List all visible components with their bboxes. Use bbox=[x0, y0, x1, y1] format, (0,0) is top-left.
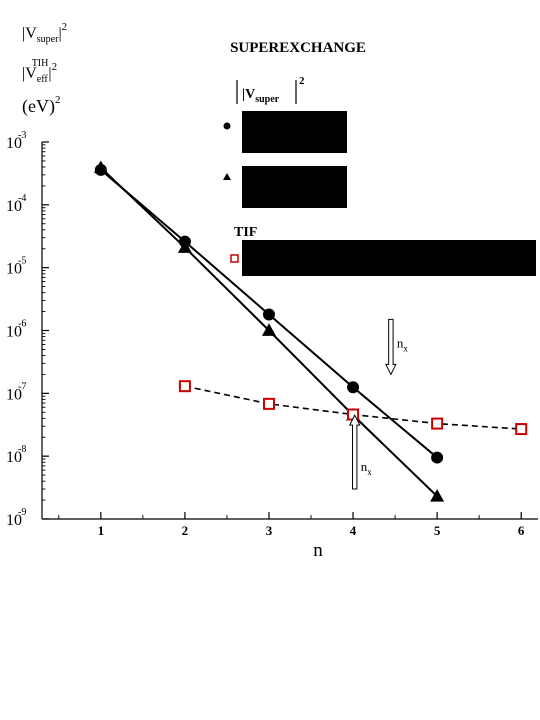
square-data-point bbox=[431, 417, 444, 430]
y-tick-label: 10-5 bbox=[6, 256, 26, 278]
legend: |Vsuper 2 TIF bbox=[223, 75, 536, 276]
y-axis-label: |Vsuper|2 |VeffTIH|2 (eV)2 bbox=[22, 21, 67, 117]
triangle-data-point bbox=[430, 489, 445, 502]
svg-text:2: 2 bbox=[299, 75, 305, 87]
hollow-arrow-icon bbox=[385, 318, 397, 376]
square-data-point bbox=[262, 397, 275, 410]
axes: 10-3 10-4 10-5 10-6 10-7 10-8 10-9 1 2 3 4 5 6 bbox=[6, 130, 538, 538]
x-tick-label: 1 bbox=[98, 523, 105, 538]
svg-text:(eV)2: (eV)2 bbox=[22, 94, 60, 117]
legend-tif-label: TIF bbox=[234, 225, 257, 240]
triangle-data-point bbox=[93, 160, 108, 174]
square-data-point bbox=[515, 423, 528, 436]
legend-redacted-triangle-label bbox=[242, 166, 347, 208]
nx-label: nx bbox=[361, 459, 373, 477]
y-tick-label: 10-6 bbox=[6, 319, 26, 341]
y-tick-label: 10-9 bbox=[6, 507, 26, 529]
y-tick-label: 10-3 bbox=[6, 130, 26, 152]
legend-redacted-circle-label bbox=[242, 111, 347, 153]
circle-data-point bbox=[431, 451, 444, 464]
x-tick-label: 5 bbox=[434, 523, 441, 538]
svg-text:|Vsuper: |Vsuper bbox=[242, 87, 280, 105]
square-data-point bbox=[178, 380, 191, 393]
x-tick-label: 4 bbox=[350, 523, 357, 538]
data-layer bbox=[93, 160, 528, 502]
y-tick-label: 10-4 bbox=[6, 193, 26, 215]
x-tick-label: 3 bbox=[266, 523, 273, 538]
legend-triangle-marker bbox=[223, 173, 231, 180]
x-tick-label: 2 bbox=[182, 523, 189, 538]
y-tick-label: 10-8 bbox=[6, 444, 26, 466]
annotations: nx nx bbox=[348, 318, 409, 490]
y-tick-label: 10-7 bbox=[6, 381, 26, 403]
svg-text:|VeffTIH|2: |VeffTIH|2 bbox=[22, 58, 57, 85]
nx-arrow-down: nx bbox=[385, 318, 409, 376]
nx-label: nx bbox=[397, 335, 409, 353]
x-axis-label: n bbox=[313, 540, 323, 561]
x-tick-label: 6 bbox=[518, 523, 525, 538]
legend-square-marker bbox=[230, 254, 239, 263]
legend-circle-marker bbox=[223, 122, 231, 130]
chart-title: SUPEREXCHANGE bbox=[230, 40, 366, 56]
hollow-arrow-icon bbox=[348, 414, 361, 490]
triangle-data-point bbox=[261, 323, 276, 336]
legend-redacted-square-label bbox=[242, 240, 536, 276]
circle-data-point bbox=[347, 381, 360, 394]
nx-arrow-up: nx bbox=[348, 414, 373, 490]
circle-data-point bbox=[262, 308, 275, 321]
triangle-data-point bbox=[177, 240, 192, 253]
svg-text:|Vsuper|2: |Vsuper|2 bbox=[22, 21, 67, 45]
